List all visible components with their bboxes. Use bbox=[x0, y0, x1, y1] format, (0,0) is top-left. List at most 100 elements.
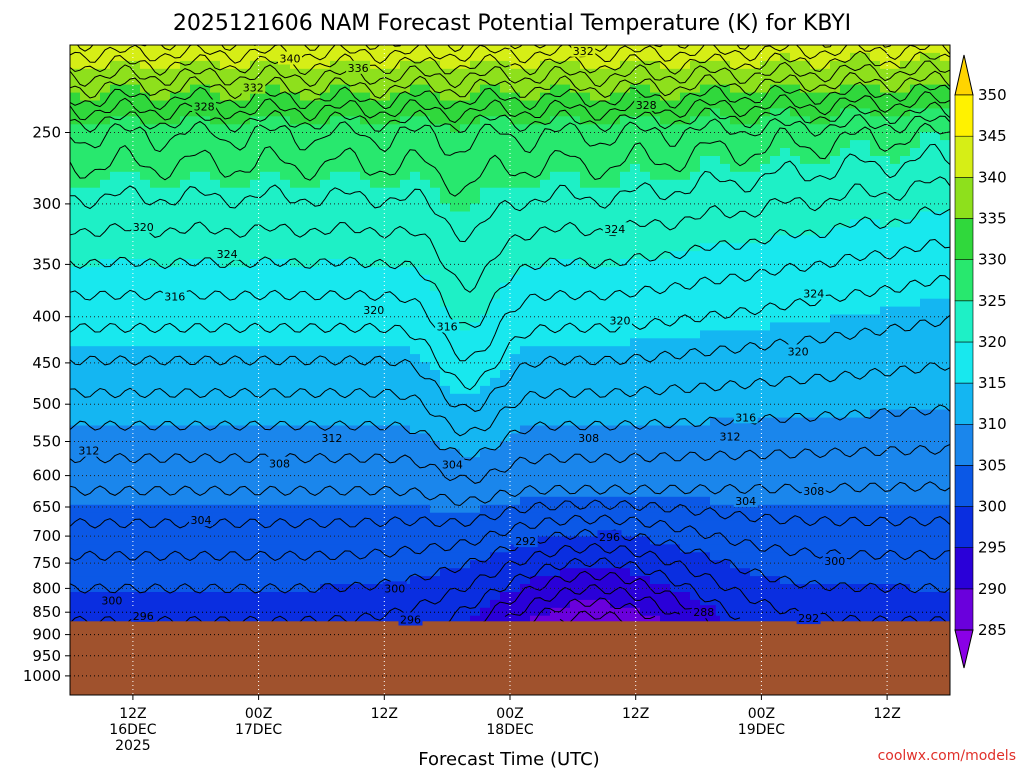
field-cell bbox=[250, 148, 261, 157]
field-cell bbox=[660, 187, 671, 197]
field-cell bbox=[140, 290, 151, 300]
field-cell bbox=[190, 132, 201, 141]
field-cell bbox=[330, 528, 341, 537]
field-cell bbox=[320, 227, 331, 236]
field-cell bbox=[90, 171, 101, 181]
field-cell bbox=[300, 401, 311, 411]
field-cell bbox=[270, 251, 281, 260]
field-cell bbox=[450, 536, 461, 545]
field-cell bbox=[190, 449, 201, 458]
field-cell bbox=[570, 409, 581, 419]
field-cell bbox=[670, 290, 681, 300]
field-cell bbox=[70, 274, 81, 284]
field-cell bbox=[190, 346, 201, 355]
field-cell bbox=[360, 496, 371, 506]
field-cell bbox=[590, 496, 601, 506]
field-cell bbox=[480, 227, 491, 236]
field-cell bbox=[320, 235, 331, 244]
field-cell bbox=[270, 314, 281, 323]
field-cell bbox=[290, 528, 301, 537]
field-cell bbox=[620, 473, 631, 482]
field-cell bbox=[210, 441, 221, 450]
field-cell bbox=[280, 528, 291, 537]
field-cell bbox=[400, 259, 411, 268]
field-cell bbox=[660, 203, 671, 212]
field-cell bbox=[640, 417, 651, 427]
field-cell bbox=[380, 116, 391, 125]
field-cell bbox=[120, 298, 131, 308]
field-cell bbox=[200, 148, 211, 157]
field-cell bbox=[120, 171, 131, 181]
field-cell bbox=[420, 251, 431, 260]
field-cell bbox=[170, 211, 181, 220]
field-cell bbox=[460, 163, 471, 173]
field-cell bbox=[640, 504, 651, 514]
field-cell bbox=[640, 163, 651, 173]
field-cell bbox=[450, 140, 461, 149]
field-cell bbox=[200, 68, 211, 78]
field-cell bbox=[490, 298, 501, 308]
field-cell bbox=[120, 322, 131, 331]
field-cell bbox=[340, 377, 351, 387]
field-cell bbox=[320, 615, 331, 625]
field-cell bbox=[420, 282, 431, 292]
field-cell bbox=[70, 163, 81, 173]
field-cell bbox=[170, 195, 181, 205]
field-cell bbox=[300, 568, 311, 577]
field-cell bbox=[580, 330, 591, 339]
field-cell bbox=[650, 528, 661, 537]
field-cell bbox=[540, 362, 551, 371]
field-cell bbox=[280, 203, 291, 212]
field-cell bbox=[530, 401, 541, 411]
field-cell bbox=[110, 441, 121, 450]
field-cell bbox=[250, 401, 261, 411]
field-cell bbox=[340, 338, 351, 347]
field-cell bbox=[260, 219, 271, 228]
field-cell bbox=[580, 552, 591, 561]
field-cell bbox=[400, 322, 411, 331]
field-cell bbox=[440, 433, 451, 442]
field-cell bbox=[120, 203, 131, 212]
field-cell bbox=[120, 346, 131, 355]
field-cell bbox=[310, 584, 321, 593]
field-cell bbox=[270, 592, 281, 601]
field-cell bbox=[580, 219, 591, 228]
field-cell bbox=[150, 68, 161, 78]
field-cell bbox=[660, 441, 671, 450]
field-cell bbox=[200, 156, 211, 165]
field-cell bbox=[350, 338, 361, 347]
field-cell bbox=[530, 592, 541, 601]
field-cell bbox=[550, 599, 561, 609]
field-cell bbox=[580, 599, 591, 609]
field-cell bbox=[620, 282, 631, 292]
field-cell bbox=[170, 377, 181, 387]
field-cell bbox=[600, 552, 611, 561]
field-cell bbox=[530, 60, 541, 70]
field-cell bbox=[670, 298, 681, 308]
field-cell bbox=[110, 568, 121, 577]
field-cell bbox=[660, 140, 671, 149]
field-cell bbox=[670, 235, 681, 244]
field-cell bbox=[390, 338, 401, 347]
field-cell bbox=[260, 401, 271, 411]
field-cell bbox=[560, 576, 571, 585]
field-cell bbox=[550, 481, 561, 490]
field-cell bbox=[570, 314, 581, 323]
field-cell bbox=[650, 203, 661, 212]
field-cell bbox=[310, 251, 321, 260]
field-cell bbox=[170, 306, 181, 316]
field-cell bbox=[270, 496, 281, 506]
field-cell bbox=[610, 45, 621, 54]
field-cell bbox=[80, 528, 91, 537]
field-cell bbox=[180, 314, 191, 323]
field-cell bbox=[600, 76, 611, 86]
field-cell bbox=[600, 171, 611, 181]
field-cell bbox=[200, 457, 211, 466]
field-cell bbox=[490, 45, 501, 54]
field-cell bbox=[580, 417, 591, 427]
field-cell bbox=[470, 219, 481, 228]
field-cell bbox=[650, 274, 661, 284]
field-cell bbox=[620, 409, 631, 419]
field-cell bbox=[580, 354, 591, 363]
field-cell bbox=[530, 76, 541, 86]
